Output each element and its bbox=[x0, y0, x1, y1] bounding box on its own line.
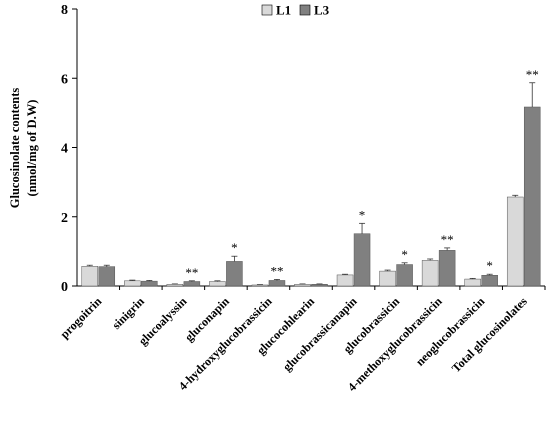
y-tick-label: 8 bbox=[61, 3, 68, 18]
significance-marker: ** bbox=[185, 265, 198, 280]
bar-l1 bbox=[464, 278, 481, 287]
y-tick-label: 4 bbox=[61, 142, 68, 157]
y-tick-label: 2 bbox=[61, 211, 68, 226]
bar-l1 bbox=[209, 281, 226, 287]
bar-l3 bbox=[438, 250, 456, 287]
bar-l3 bbox=[523, 106, 541, 287]
bar-l3 bbox=[353, 233, 371, 287]
bar-l3 bbox=[141, 280, 158, 287]
bar-l1 bbox=[336, 274, 354, 287]
y-axis-title-line2: (nmol/mg of D.W) bbox=[25, 100, 39, 197]
significance-marker: * bbox=[359, 207, 366, 222]
x-tick-label: glucobrassicanapin bbox=[280, 294, 360, 374]
bar-l3 bbox=[396, 264, 413, 287]
y-tick-label: 0 bbox=[61, 280, 68, 295]
legend-label-l1: L1 bbox=[276, 3, 291, 18]
legend-swatch-l1 bbox=[261, 4, 273, 16]
bar-l1 bbox=[506, 196, 524, 287]
bar-l1 bbox=[124, 280, 141, 287]
bar-l3 bbox=[183, 281, 201, 287]
bar-l3 bbox=[268, 280, 286, 287]
bar-l1 bbox=[251, 284, 269, 287]
bar-l1 bbox=[379, 270, 396, 287]
bar-l3 bbox=[311, 284, 328, 287]
y-axis-title-line1: Glucosinolate contents bbox=[8, 88, 22, 209]
significance-marker: * bbox=[401, 247, 408, 262]
bar-l1 bbox=[294, 284, 311, 287]
bar-l3 bbox=[226, 261, 243, 287]
bar-l1 bbox=[166, 284, 184, 287]
significance-marker: ** bbox=[441, 232, 454, 247]
bar-l3 bbox=[98, 266, 116, 287]
legend: L1 L3 bbox=[261, 3, 330, 18]
significance-marker: ** bbox=[270, 263, 283, 278]
significance-marker: ** bbox=[526, 67, 539, 82]
y-tick-label: 6 bbox=[61, 72, 68, 87]
bar-l1 bbox=[421, 260, 439, 287]
y-axis-title: Glucosinolate contents (nmol/mg of D.W) bbox=[8, 88, 39, 209]
significance-marker: * bbox=[231, 240, 238, 255]
legend-label-l3: L3 bbox=[314, 3, 330, 18]
legend-swatch-l3 bbox=[299, 4, 311, 16]
significance-marker: * bbox=[486, 258, 493, 273]
x-tick-label: progoitrin bbox=[57, 294, 104, 341]
bar-l3 bbox=[481, 275, 498, 287]
x-tick-label: sinigrin bbox=[109, 294, 147, 332]
bar-l1 bbox=[81, 266, 99, 287]
x-tick-label: Total glucosinolates bbox=[449, 294, 530, 375]
